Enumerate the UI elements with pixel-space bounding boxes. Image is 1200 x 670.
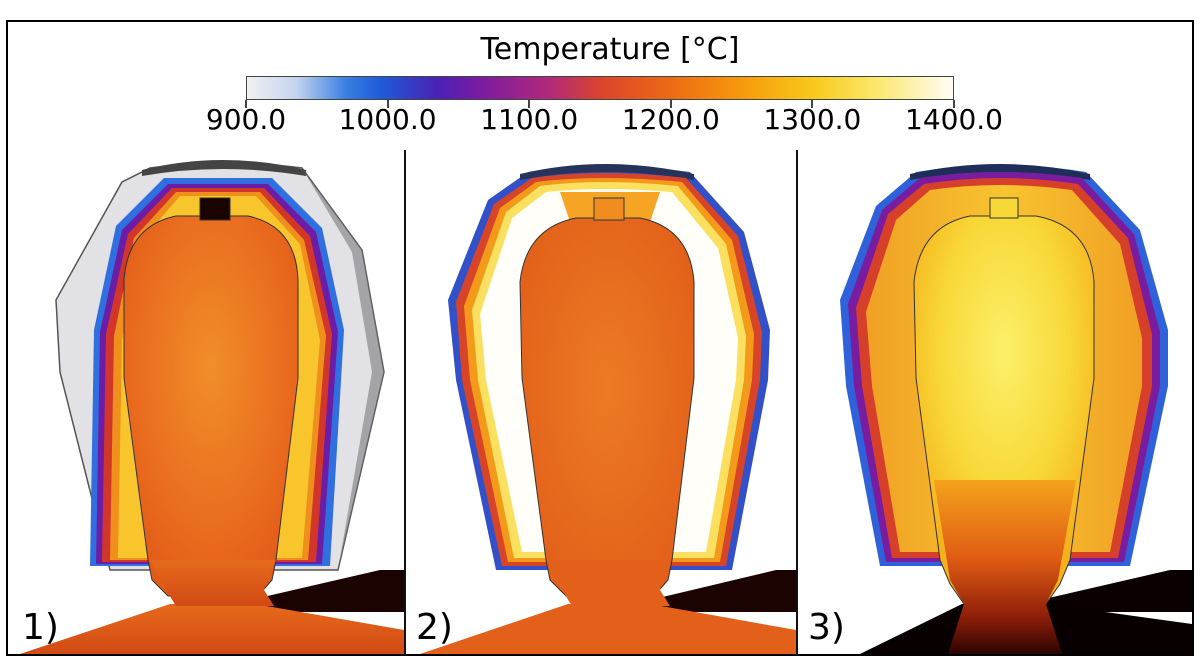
panel-3-neck — [934, 480, 1076, 654]
panel-1-lid — [142, 160, 306, 176]
panel-3-support-plate — [1040, 570, 1192, 612]
colorbar-tick-label: 1200.0 — [621, 103, 720, 136]
colorbar-tick-label: 1000.0 — [338, 103, 437, 136]
colorbar-tick-label: 900.0 — [205, 103, 287, 136]
colorbar — [246, 76, 954, 100]
panel-3-notch — [989, 197, 1019, 219]
colorbar-tick-label: 1300.0 — [763, 103, 862, 136]
panel-2-notch — [593, 197, 625, 221]
colorbar-tick-mark — [528, 100, 531, 108]
panel-divider-1 — [404, 150, 406, 656]
panel-2-support-plate — [650, 570, 796, 612]
panel-2-base — [420, 604, 796, 654]
colorbar-tick-mark — [669, 100, 672, 108]
panel-divider-2 — [796, 150, 798, 656]
colorbar-tick-mark — [245, 100, 247, 108]
colorbar-tick-label: 1400.0 — [905, 103, 1003, 136]
panel-1-shell-shadow — [302, 168, 384, 570]
panel-1-core — [123, 215, 299, 597]
panel-1-neck — [150, 560, 276, 606]
colorbar-tick-mark — [386, 100, 389, 108]
panel-2-lid — [520, 164, 694, 180]
colorbar-tick-mark — [953, 100, 955, 108]
panel-1-support-plate — [250, 570, 404, 612]
panel-1-notch — [199, 197, 231, 221]
panel-label-2: 2) — [416, 607, 453, 648]
panel-3-simulation — [840, 164, 1192, 654]
panel-2-neck — [548, 560, 670, 606]
colorbar-tick-label: 1100.0 — [480, 103, 579, 136]
colorbar-tick-mark — [811, 100, 814, 108]
panel-label-1: 1) — [22, 607, 59, 648]
panel-2-simulation — [420, 164, 796, 654]
panel-1-simulation — [20, 160, 404, 654]
panel-2-core — [519, 217, 695, 597]
panel-label-3: 3) — [808, 607, 845, 648]
panel-3-lid — [910, 164, 1090, 180]
colorbar-title: Temperature [°C] — [480, 32, 740, 67]
panel-1-base — [20, 604, 404, 654]
